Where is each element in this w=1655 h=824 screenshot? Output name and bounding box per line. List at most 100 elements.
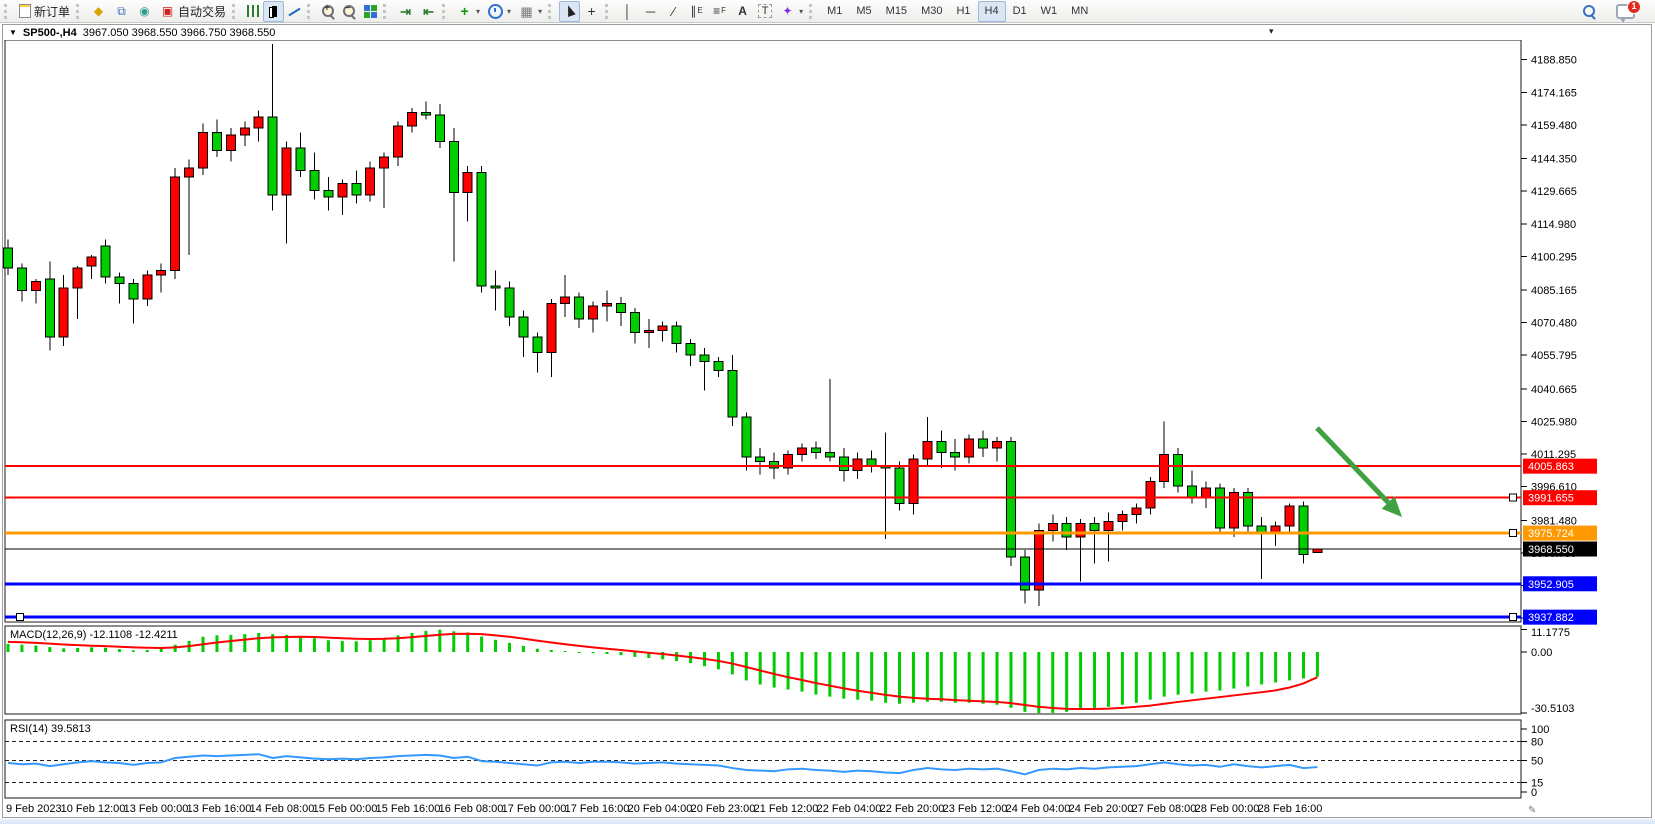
candlestick-chart-button[interactable] xyxy=(263,0,285,22)
macd-histogram-bar xyxy=(911,652,915,703)
trendline-button[interactable]: ∕ xyxy=(662,1,685,22)
macd-histogram-bar xyxy=(549,649,553,652)
tf-w1-button-label: W1 xyxy=(1040,5,1058,17)
toolbar-grip xyxy=(383,3,390,19)
market-watch-button[interactable]: ◆ xyxy=(87,1,110,22)
candle-body xyxy=(1131,507,1142,516)
candle-body xyxy=(406,112,417,127)
text-button[interactable]: A xyxy=(731,1,754,22)
cursor-icon xyxy=(563,5,576,18)
candle-body xyxy=(448,141,459,194)
periods-button[interactable]: ▾ xyxy=(484,1,515,22)
candle-body xyxy=(295,147,306,171)
macd-histogram-bar xyxy=(285,634,289,652)
price-axis-label: 4144.350 xyxy=(1531,154,1577,166)
macd-histogram-bar xyxy=(20,644,24,652)
zoom-out-button[interactable]: − xyxy=(339,1,360,22)
price-axis-label: 4070.480 xyxy=(1531,318,1577,330)
candle-body xyxy=(462,172,473,194)
rsi-axis-label: 0 xyxy=(1531,787,1537,799)
candle-body xyxy=(964,438,975,458)
tf-h1-button[interactable]: H1 xyxy=(949,1,977,22)
notifications-button[interactable]: 1 xyxy=(1612,0,1641,23)
shift-chart-end-button[interactable]: ⇥ xyxy=(394,1,417,22)
line-handle[interactable] xyxy=(1509,529,1517,538)
tf-h4-button[interactable]: H4 xyxy=(977,0,1006,22)
chart-canvas[interactable]: 4188.850 4174.165 4159.480 4144.350 4129.665… xyxy=(3,40,1651,817)
crosshair-button[interactable]: + xyxy=(580,1,603,22)
candle-body xyxy=(239,127,250,136)
tf-m5-button[interactable]: M5 xyxy=(849,1,878,22)
line-handle[interactable] xyxy=(16,613,24,622)
macd-histogram-bar xyxy=(1218,652,1222,691)
line-handle[interactable] xyxy=(1509,613,1517,622)
tf-m15-button[interactable]: M15 xyxy=(879,1,914,22)
text-label-button[interactable]: T xyxy=(754,1,776,22)
data-window-button[interactable]: ⧉ xyxy=(110,1,133,22)
templates-button[interactable]: ▦ ▾ xyxy=(515,1,546,22)
candle-body xyxy=(546,303,557,354)
price-axis-label: 4085.165 xyxy=(1531,285,1577,297)
candle-body xyxy=(100,245,111,278)
time-axis-label: 28 Feb 16:00 xyxy=(1258,803,1323,815)
bar-chart-button[interactable] xyxy=(243,1,263,22)
line-price-box xyxy=(1523,525,1597,541)
chart-anchor-icon: ✎ xyxy=(1528,805,1536,816)
auto-scroll-button[interactable]: ⇤ xyxy=(417,1,440,22)
tf-w1-button[interactable]: W1 xyxy=(1034,1,1065,22)
autotrading-button[interactable]: ▣ 自动交易 xyxy=(156,1,230,22)
candle-body xyxy=(1284,505,1295,527)
toolbar-overflow-icon[interactable]: ▾ xyxy=(1269,26,1274,36)
candle-body xyxy=(769,460,780,469)
candle-body xyxy=(267,116,278,196)
search-button[interactable] xyxy=(1579,1,1600,22)
trend-arrow-annotation[interactable] xyxy=(1315,426,1402,517)
signal-icon: ◉ xyxy=(139,4,150,18)
macd-histogram-bar xyxy=(535,648,539,652)
equidistant-channel-button[interactable]: ∥ E xyxy=(685,1,708,22)
arrow-shaft xyxy=(1315,426,1390,505)
time-axis-label: 20 Feb 23:00 xyxy=(691,803,756,815)
candle-body xyxy=(657,325,668,331)
tf-d1-button[interactable]: D1 xyxy=(1006,1,1034,22)
indicators-button[interactable]: + ▾ xyxy=(453,1,484,22)
line-chart-button[interactable] xyxy=(284,1,305,22)
dropdown-arrow-icon[interactable]: ▾ xyxy=(507,6,512,16)
price-axis-label: 4055.795 xyxy=(1531,350,1577,362)
candle-body xyxy=(518,316,529,338)
tile-windows-button[interactable] xyxy=(360,1,381,22)
tf-m30-button[interactable]: M30 xyxy=(914,1,949,22)
candle-body xyxy=(1200,487,1211,498)
tf-mn-button[interactable]: MN xyxy=(1064,1,1095,22)
chart-titlebar[interactable]: ▼ SP500-,H4 3967.050 3968.550 3966.750 3… xyxy=(3,25,1651,40)
dropdown-arrow-icon[interactable]: ▾ xyxy=(799,6,804,16)
dropdown-arrow-icon[interactable]: ▾ xyxy=(476,6,481,16)
macd-signal-line xyxy=(7,632,1318,711)
new-order-button[interactable]: 新订单 xyxy=(15,1,74,22)
macd-histogram-bar xyxy=(243,634,247,652)
candle-body xyxy=(184,167,195,178)
candle-body xyxy=(1019,556,1030,591)
zoom-in-button[interactable]: + xyxy=(318,1,339,22)
dropdown-arrow-icon[interactable]: ▾ xyxy=(538,6,543,16)
candle-body xyxy=(1228,491,1239,529)
collapse-triangle-icon[interactable]: ▼ xyxy=(9,28,17,37)
fibonacci-button[interactable]: ≡ F xyxy=(708,1,731,22)
tf-m1-button[interactable]: M1 xyxy=(820,1,849,22)
time-axis-label: 22 Feb 20:00 xyxy=(880,803,945,815)
candle-body xyxy=(365,167,376,196)
macd-histogram-bar xyxy=(772,652,776,688)
toolbar-grip xyxy=(307,3,314,19)
navigator-button[interactable]: ◉ xyxy=(133,1,156,22)
cursor-button[interactable] xyxy=(559,0,581,22)
line-handle[interactable] xyxy=(1509,493,1517,502)
arrows-button[interactable]: ✦ ▾ xyxy=(776,1,807,22)
time-axis-label: 13 Feb 16:00 xyxy=(187,803,252,815)
macd-histogram-bar xyxy=(299,636,303,652)
price-axis-label: 4129.665 xyxy=(1531,186,1577,198)
horizontal-line-button[interactable]: ─ xyxy=(639,1,662,22)
vertical-line-button[interactable]: │ xyxy=(616,1,639,22)
candle-body xyxy=(1075,523,1086,538)
macd-indicator xyxy=(6,629,1319,713)
time-axis-label: 17 Feb 16:00 xyxy=(565,803,630,815)
